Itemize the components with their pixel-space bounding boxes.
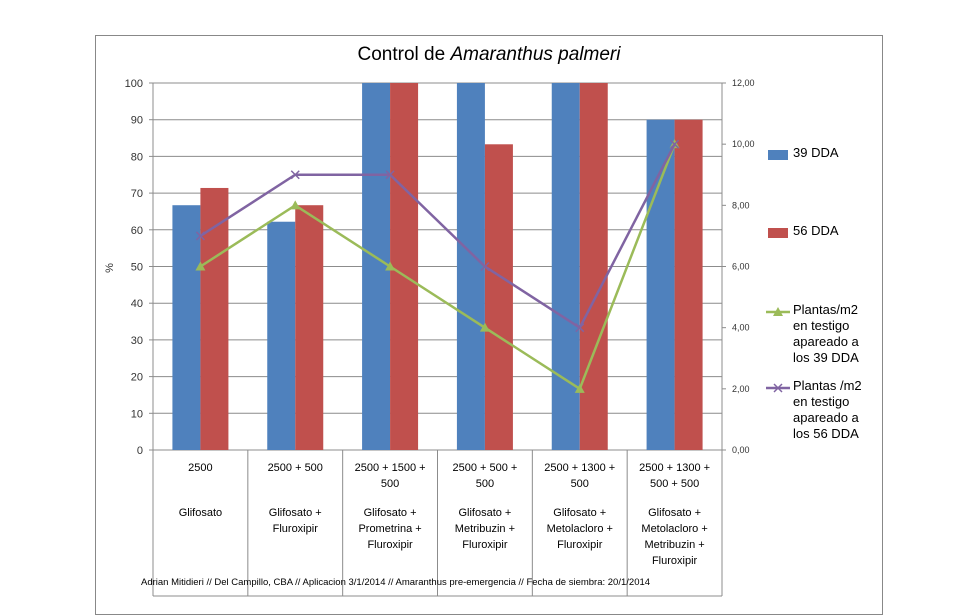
line-point [574,383,585,393]
category-dose-label: 2500 [188,462,212,474]
line-point [385,261,396,271]
chart-footer: Adrian Mitidieri // Del Campillo, CBA //… [141,577,651,588]
y2-tick-label: 4,00 [732,323,750,333]
legend-label-line: 56 DDA [793,223,839,238]
category-name-label: Glifosato + [458,507,511,519]
y-tick-label: 0 [137,445,143,457]
category-name-label: Fluroxipir [367,539,413,551]
legend-swatch [768,228,788,238]
y2-tick-label: 8,00 [732,200,750,210]
line-point [575,323,585,333]
legend-label: 39 DDA [793,145,893,161]
y2-tick-label: 2,00 [732,384,750,394]
category-name-label: Metolacloro + [641,523,707,535]
bar [390,83,419,450]
y2-tick-label: 10,00 [732,139,755,149]
category-dose-label: 2500 + 500 + [452,462,517,474]
y-tick-label: 90 [131,115,143,127]
legend-swatch [766,383,790,393]
legend-label-line: Plantas/m2 [793,302,859,317]
legend-swatch [768,150,788,160]
category-name-label: Prometrina + [358,523,421,535]
legend-label-line: en testigo [793,318,850,333]
y-tick-label: 70 [131,188,143,200]
legend-label: Plantas /m2 en testigo apareado a los 56 DD… [793,378,893,442]
category-name-label: Glifosato + [364,507,417,519]
category-name-label: Metribuzin + [455,523,515,535]
category-name-label: Glifosato + [648,507,701,519]
legend-label: Plantas/m2 en testigo apareado a los 39 DDA [793,302,893,366]
y-tick-label: 60 [131,225,143,237]
y2-tick-label: 6,00 [732,262,750,272]
bar [172,205,201,450]
bar [579,83,608,450]
category-dose-label: 2500 + 1300 + [639,462,710,474]
legend-label-line: apareado a [793,410,859,425]
chart-title: Control de Amaranthus palmeri [95,44,883,66]
y-tick-label: 20 [131,372,143,384]
y2-tick-label: 0,00 [732,445,750,455]
y-tick-label: 80 [131,151,143,163]
line-point [385,170,395,180]
line-point [290,170,300,180]
legend-label-line: los 56 DDA [793,426,859,441]
y-tick-label: 50 [131,262,143,274]
category-name-label: Fluroxipir [462,539,508,551]
line-point [195,231,205,241]
y-tick-label: 10 [131,408,143,420]
y-tick-label: 100 [125,78,143,90]
legend-label-line: Plantas /m2 [793,378,862,393]
line-point [479,322,490,332]
bar [267,221,296,450]
legend-label-line: 39 DDA [793,145,839,160]
category-name-label: Fluroxipir [557,539,603,551]
bar [362,83,391,450]
series-line [199,143,676,391]
legend-label: 56 DDA [793,223,893,239]
line-point [480,261,490,272]
category-name-label: Glifosato + [553,507,606,519]
bar [551,83,580,450]
category-name-label: Fluroxipir [273,523,319,535]
category-dose-label: 500 [571,478,589,490]
bar [646,119,675,450]
y2-tick-label: 12,00 [732,78,755,88]
category-dose-label: 2500 + 500 [268,462,323,474]
bar [456,83,485,450]
line-point [290,200,301,210]
bar [295,205,324,450]
legend-swatch [766,307,790,316]
category-name-label: Metolacloro + [547,523,613,535]
legend-label-line: los 39 DDA [793,350,859,365]
category-name-label: Fluroxipir [652,555,698,567]
category-dose-label: 500 [476,478,494,490]
line-point [670,139,680,149]
category-name-label: Glifosato + [269,507,322,519]
y-axis-label: % [104,263,116,273]
y-tick-label: 40 [131,298,143,310]
category-dose-label: 2500 + 1300 + [544,462,615,474]
y-tick-label: 30 [131,335,143,347]
chart-title-plain: Control de [357,44,451,65]
line-point [195,261,206,271]
chart-svg: 0 10 20 30 40 50 60 70 80 90 100 0,00 2,00 4,00 6,00 8,… [104,78,755,597]
bar [674,119,703,450]
series-line [199,143,676,330]
bar [484,144,513,450]
category-dose-label: 500 [381,478,399,490]
category-name-label: Metribuzin + [644,539,704,551]
category-dose-label: 500 + 500 [650,478,699,490]
category-name-label: Glifosato [179,507,222,519]
category-dose-label: 2500 + 1500 + [355,462,426,474]
chart-title-italic: Amaranthus palmeri [450,44,621,65]
legend-label-line: en testigo [793,394,850,409]
legend-label-line: apareado a [793,334,859,349]
